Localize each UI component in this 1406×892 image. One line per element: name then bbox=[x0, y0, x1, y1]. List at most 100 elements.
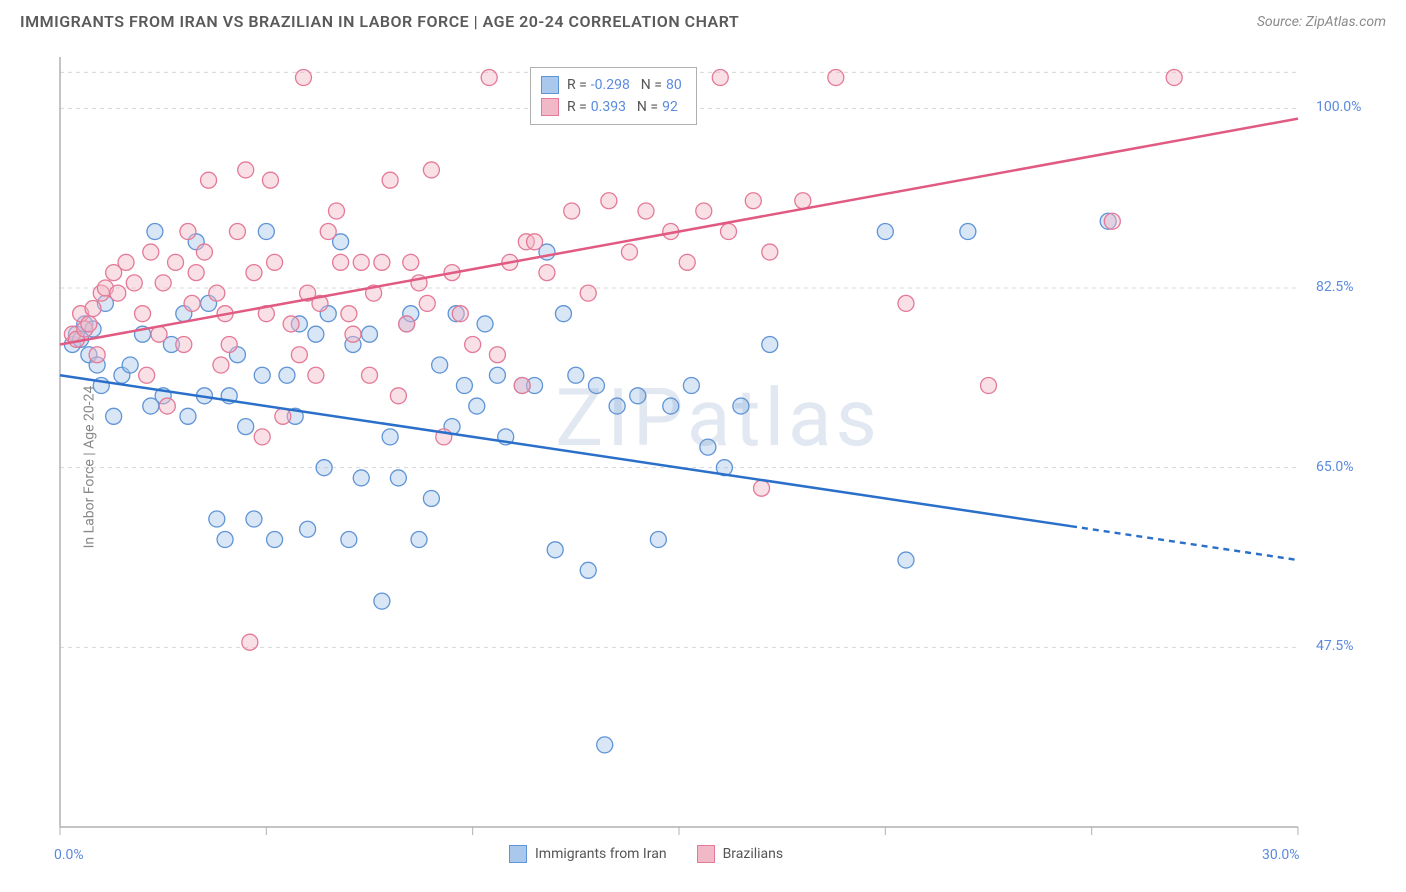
data-point bbox=[155, 275, 171, 291]
data-point bbox=[630, 388, 646, 404]
data-point bbox=[374, 593, 390, 609]
data-point bbox=[700, 439, 716, 455]
data-point bbox=[683, 378, 699, 394]
legend-stats: R =-0.298 N =80 bbox=[567, 74, 686, 96]
data-point bbox=[712, 70, 728, 86]
data-point bbox=[960, 224, 976, 240]
data-point bbox=[489, 347, 505, 363]
data-point bbox=[762, 244, 778, 260]
page-title: IMMIGRANTS FROM IRAN VS BRAZILIAN IN LAB… bbox=[20, 12, 739, 31]
data-point bbox=[399, 316, 415, 332]
data-point bbox=[469, 398, 485, 414]
y-tick-label: 100.0% bbox=[1316, 99, 1361, 115]
legend-swatch bbox=[697, 845, 715, 863]
data-point bbox=[527, 234, 543, 250]
data-point bbox=[621, 244, 637, 260]
data-point bbox=[118, 254, 134, 270]
data-point bbox=[588, 378, 604, 394]
data-point bbox=[279, 367, 295, 383]
data-point bbox=[333, 254, 349, 270]
y-axis-label: In Labor Force | Age 20-24 bbox=[81, 386, 97, 549]
data-point bbox=[568, 367, 584, 383]
data-point bbox=[382, 429, 398, 445]
data-point bbox=[762, 336, 778, 352]
data-point bbox=[580, 562, 596, 578]
data-point bbox=[465, 336, 481, 352]
legend-swatch bbox=[541, 76, 559, 94]
data-point bbox=[106, 408, 122, 424]
data-point bbox=[135, 306, 151, 322]
series-legend: Immigrants from Iran Brazilians bbox=[509, 843, 783, 865]
data-point bbox=[432, 357, 448, 373]
data-point bbox=[262, 172, 278, 188]
data-point bbox=[196, 244, 212, 260]
data-point bbox=[609, 398, 625, 414]
data-point bbox=[143, 244, 159, 260]
data-point bbox=[1166, 70, 1182, 86]
data-point bbox=[580, 285, 596, 301]
data-point bbox=[176, 336, 192, 352]
data-point bbox=[345, 326, 361, 342]
x-tick-first: 0.0% bbox=[54, 847, 84, 863]
data-point bbox=[180, 224, 196, 240]
legend-swatch bbox=[509, 845, 527, 863]
data-point bbox=[374, 254, 390, 270]
data-point bbox=[308, 326, 324, 342]
data-point bbox=[745, 193, 761, 209]
data-point bbox=[390, 470, 406, 486]
data-point bbox=[382, 172, 398, 188]
data-point bbox=[597, 737, 613, 753]
data-point bbox=[308, 367, 324, 383]
data-point bbox=[89, 347, 105, 363]
data-point bbox=[238, 162, 254, 178]
data-point bbox=[168, 254, 184, 270]
data-point bbox=[110, 285, 126, 301]
data-point bbox=[481, 70, 497, 86]
data-point bbox=[638, 203, 654, 219]
data-point bbox=[213, 357, 229, 373]
data-point bbox=[679, 254, 695, 270]
data-point bbox=[353, 254, 369, 270]
data-point bbox=[981, 378, 997, 394]
data-point bbox=[733, 398, 749, 414]
data-point bbox=[390, 388, 406, 404]
data-point bbox=[564, 203, 580, 219]
data-point bbox=[320, 224, 336, 240]
data-point bbox=[209, 511, 225, 527]
legend-stats: R =0.393 N =92 bbox=[567, 96, 682, 118]
y-tick-label: 65.0% bbox=[1316, 459, 1354, 475]
data-point bbox=[423, 162, 439, 178]
data-point bbox=[353, 470, 369, 486]
data-point bbox=[362, 367, 378, 383]
data-point bbox=[188, 265, 204, 281]
data-point bbox=[555, 306, 571, 322]
data-point bbox=[477, 316, 493, 332]
data-point bbox=[180, 408, 196, 424]
data-point bbox=[201, 172, 217, 188]
data-point bbox=[246, 511, 262, 527]
data-point bbox=[514, 378, 530, 394]
y-tick-label: 82.5% bbox=[1316, 279, 1354, 295]
data-point bbox=[221, 336, 237, 352]
legend-swatch bbox=[541, 98, 559, 116]
legend-item: Immigrants from Iran bbox=[509, 843, 667, 865]
data-point bbox=[267, 254, 283, 270]
data-point bbox=[242, 634, 258, 650]
data-point bbox=[795, 193, 811, 209]
data-point bbox=[362, 326, 378, 342]
data-point bbox=[663, 398, 679, 414]
data-point bbox=[341, 306, 357, 322]
data-point bbox=[209, 285, 225, 301]
data-point bbox=[229, 224, 245, 240]
legend-row: R =0.393 N =92 bbox=[541, 96, 686, 118]
data-point bbox=[316, 460, 332, 476]
data-point bbox=[85, 301, 101, 317]
data-point bbox=[547, 542, 563, 558]
correlation-legend: R =-0.298 N =80 R =0.393 N =92 bbox=[530, 67, 697, 125]
chart-container: In Labor Force | Age 20-24 ZIPatlas R =-… bbox=[0, 47, 1406, 887]
data-point bbox=[754, 480, 770, 496]
data-point bbox=[1104, 213, 1120, 229]
data-point bbox=[238, 419, 254, 435]
scatter-chart bbox=[0, 47, 1406, 887]
data-point bbox=[328, 203, 344, 219]
